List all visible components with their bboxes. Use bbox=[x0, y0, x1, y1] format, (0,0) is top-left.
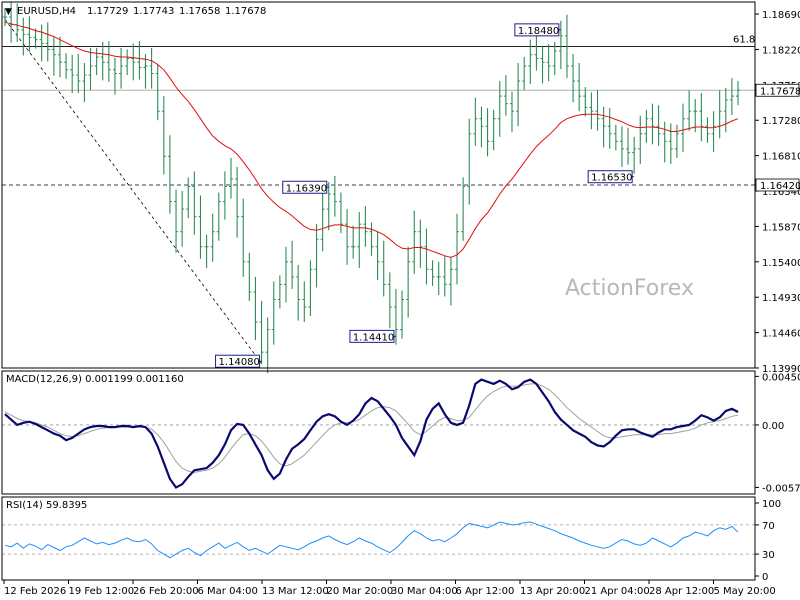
panel-frame-price bbox=[1, 1, 756, 369]
rsi-line bbox=[4, 521, 739, 559]
x-tick-label: 13 Apr 20:00 bbox=[520, 586, 585, 597]
macd-ytick-label: -0.005791 bbox=[762, 483, 800, 494]
dropdown-icon: ▼ bbox=[5, 7, 12, 17]
price-ytick-label: 1.17280 bbox=[762, 116, 800, 127]
x-tick-label: 26 Feb 20:00 bbox=[133, 586, 199, 597]
price-ytick-label: 1.15870 bbox=[762, 222, 800, 233]
x-tick-label: 12 Feb 2026 bbox=[4, 586, 66, 597]
price-ytick-label: 1.15400 bbox=[762, 258, 800, 269]
rsi-ytick-label: 0 bbox=[762, 572, 768, 583]
price-ytick-label: 1.14460 bbox=[762, 329, 800, 340]
rsi-ytick-label: 30 bbox=[762, 550, 775, 561]
annotation-label: 1.14080 bbox=[219, 357, 260, 368]
annotation-label: 1.18480 bbox=[518, 26, 559, 37]
x-tick-label: 5 May 20:00 bbox=[714, 586, 776, 597]
x-tick-label: 20 Mar 20:00 bbox=[327, 586, 394, 597]
ohlc-high: 1.17743 bbox=[133, 6, 174, 17]
macd-ytick-label: 0.004502 bbox=[762, 372, 800, 383]
macd-main-line bbox=[4, 378, 739, 489]
x-tick-label: 13 Mar 12:00 bbox=[262, 586, 329, 597]
price-panel: 61.8 1.18480 1.16390 1.14410 1.14080 1.16530 bbox=[2, 1, 755, 374]
macd-panel bbox=[2, 378, 755, 489]
chart-title: EURUSD,H4 bbox=[17, 6, 76, 17]
watermark-text: ActionForex bbox=[565, 276, 694, 301]
ohlc-close: 1.17678 bbox=[225, 6, 266, 17]
x-tick-label: 21 Apr 04:00 bbox=[585, 586, 650, 597]
support-price-label: 1.16420 bbox=[760, 181, 800, 192]
price-ytick-label: 1.14930 bbox=[762, 293, 800, 304]
current-price-box bbox=[755, 83, 800, 97]
fib-618-label: 61.8 bbox=[733, 34, 755, 45]
rsi-label: RSI(14) 59.8395 bbox=[6, 500, 87, 511]
moving-average-line bbox=[4, 21, 739, 258]
x-tick-label: 30 Mar 04:00 bbox=[391, 586, 458, 597]
support-price-box bbox=[755, 178, 800, 192]
x-tick-label: 6 Apr 12:00 bbox=[456, 586, 515, 597]
x-tick-label: 19 Feb 12:00 bbox=[69, 586, 135, 597]
ohlc-low: 1.17658 bbox=[179, 6, 220, 17]
macd-ytick-label: 0.00 bbox=[762, 421, 784, 432]
rsi-ytick-label: 70 bbox=[762, 521, 775, 532]
x-tick-label: 6 Mar 04:00 bbox=[198, 586, 258, 597]
annotation-label: 1.16530 bbox=[591, 173, 632, 184]
price-ytick-label: 1.18690 bbox=[762, 10, 800, 21]
x-tick-label: 28 Apr 12:00 bbox=[649, 586, 714, 597]
price-ytick-label: 1.16810 bbox=[762, 152, 800, 163]
panel-frame-rsi bbox=[1, 496, 756, 581]
chart-header: ▼ EURUSD,H4 1.17729 1.17743 1.17658 1.17… bbox=[5, 6, 266, 17]
rsi-panel bbox=[2, 521, 755, 559]
annotation-label: 1.16390 bbox=[286, 183, 327, 194]
price-ytick-label: 1.16340 bbox=[762, 187, 800, 198]
macd-label: MACD(12,26,9) 0.001199 0.001160 bbox=[6, 374, 184, 385]
ohlc-open: 1.17729 bbox=[87, 6, 128, 17]
panel-frame-macd bbox=[1, 370, 756, 495]
price-ytick-label: 1.13990 bbox=[762, 364, 800, 375]
price-ytick-label: 1.18220 bbox=[762, 45, 800, 56]
annotation-label: 1.14410 bbox=[353, 332, 394, 343]
rsi-ytick-label: 100 bbox=[762, 499, 781, 510]
current-price-label: 1.17678 bbox=[760, 86, 800, 97]
